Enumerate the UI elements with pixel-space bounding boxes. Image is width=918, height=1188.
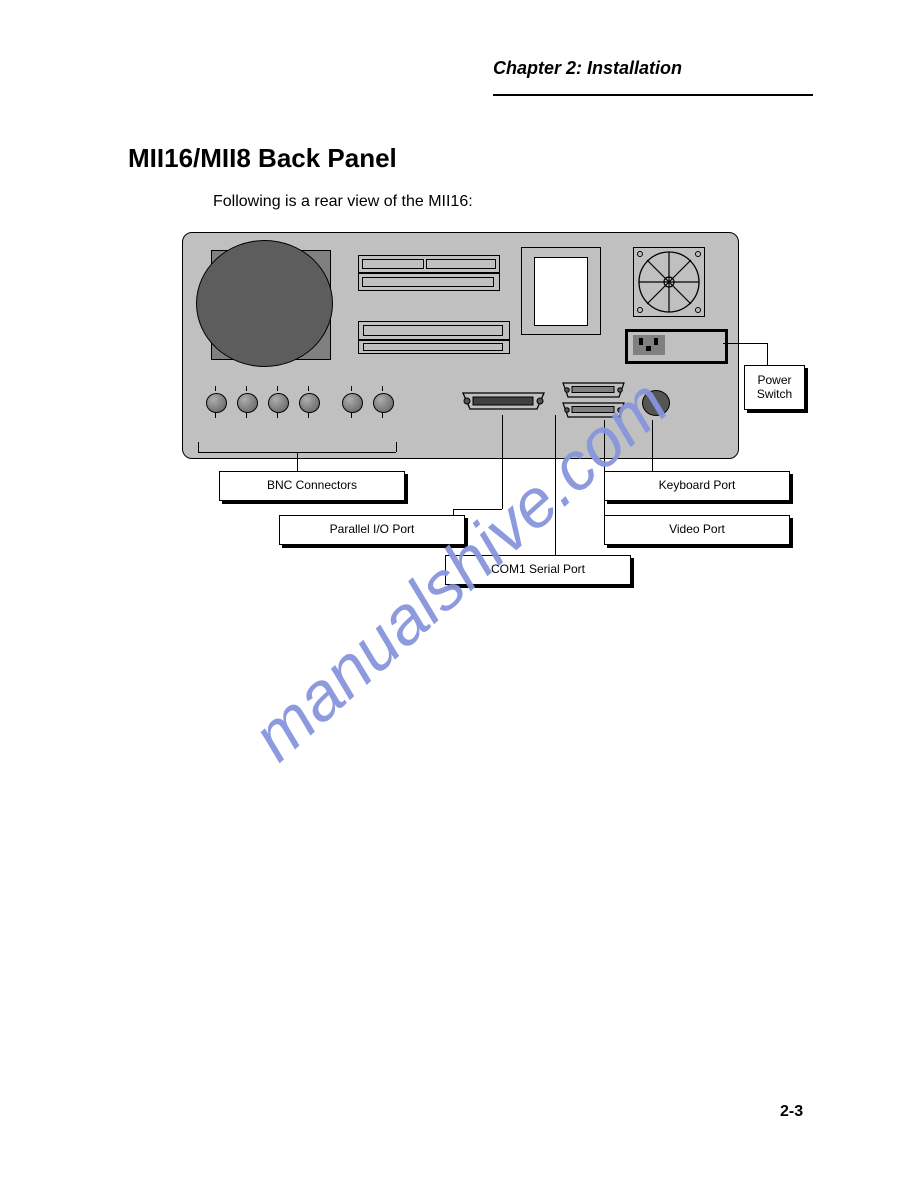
callout-label: Parallel I/O Port: [330, 523, 415, 537]
leader-line: [297, 452, 298, 472]
bnc-connector: [342, 393, 363, 413]
bnc-connector: [299, 393, 320, 413]
keyboard-port-icon: [642, 390, 670, 416]
callout-bnc: BNC Connectors: [219, 471, 405, 501]
drive-slot-top: [358, 255, 500, 273]
parallel-port-icon: [461, 391, 546, 411]
bnc-connector: [206, 393, 227, 413]
section-intro-text: Following is a rear view of the MII16:: [213, 193, 473, 211]
callout-power-switch: Power Switch: [744, 365, 805, 410]
drive-slot-mid: [358, 273, 500, 291]
bnc-connector: [237, 393, 258, 413]
leader-line: [453, 509, 502, 510]
ac-inlet-icon: [633, 335, 665, 355]
section-heading: MII16/MII8 Back Panel: [128, 143, 397, 174]
callout-com1: COM1 Serial Port: [445, 555, 631, 585]
serial-port-icon: [562, 382, 625, 398]
callout-video: Video Port: [604, 515, 790, 545]
bnc-connector: [268, 393, 289, 413]
callout-label: Keyboard Port: [659, 479, 736, 493]
callout-label: BNC Connectors: [267, 479, 357, 493]
bnc-connector: [373, 393, 394, 413]
callout-label: Power Switch: [757, 374, 792, 402]
chapter-title: Chapter 2: Installation: [493, 58, 682, 79]
leader-line: [767, 343, 768, 366]
leader-line: [502, 415, 503, 509]
leader-line: [723, 343, 768, 344]
callout-parallel: Parallel I/O Port: [279, 515, 465, 545]
serial-port-2-icon: [562, 402, 625, 418]
leader-line: [652, 420, 653, 472]
header-rule: [493, 94, 813, 96]
page-number: 2-3: [780, 1103, 803, 1121]
page-root: Chapter 2: Installation MII16/MII8 Back …: [0, 0, 918, 1188]
long-slot: [358, 321, 510, 340]
callout-label: Video Port: [669, 523, 725, 537]
callout-keyboard: Keyboard Port: [604, 471, 790, 501]
callout-label: COM1 Serial Port: [491, 563, 585, 577]
cooling-fan-icon: [633, 247, 705, 317]
leader-line: [604, 420, 605, 516]
rear-panel-diagram: [182, 232, 739, 459]
leader-line: [396, 442, 397, 452]
leader-line: [555, 415, 556, 555]
large-port-circle: [196, 240, 333, 367]
power-module: [625, 329, 728, 364]
expansion-slot: [521, 247, 601, 335]
long-slot-2: [358, 340, 510, 354]
leader-line: [198, 442, 199, 452]
expansion-card: [534, 257, 588, 326]
